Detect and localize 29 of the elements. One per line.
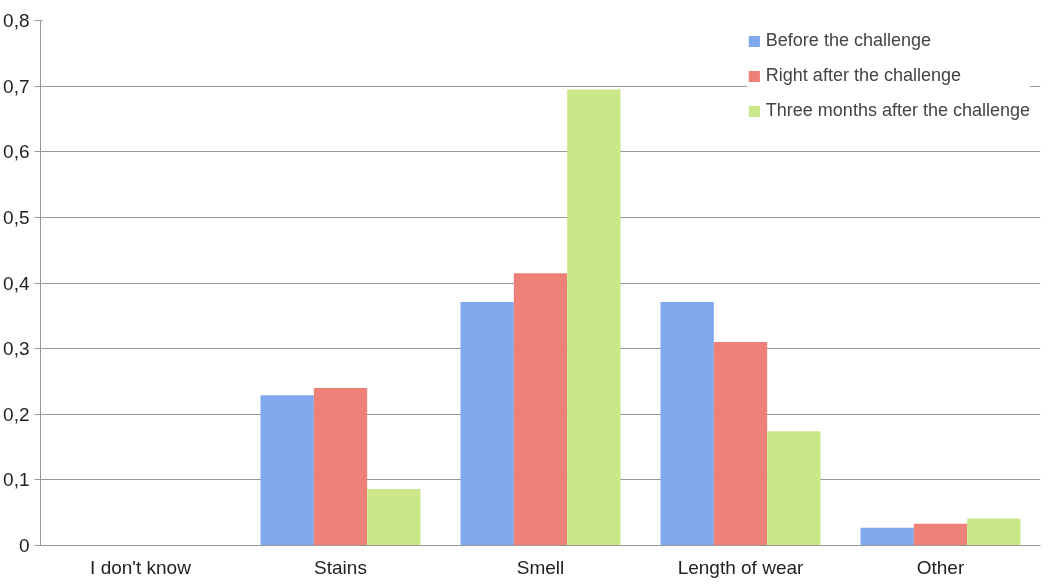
y-tick-label: 0,2 (3, 403, 30, 425)
bar (660, 302, 714, 546)
y-tick-label: 0,4 (3, 272, 30, 294)
x-tick-label: Length of wear (677, 556, 805, 578)
x-tick-label: Stains (314, 556, 367, 578)
bar (460, 302, 514, 546)
bar (967, 518, 1021, 546)
legend-label: Before the challenge (765, 30, 931, 51)
bar (513, 273, 568, 546)
y-tick-label: 0,3 (3, 338, 30, 360)
x-tick-label: Smell (516, 556, 565, 578)
y-tick-label: 0,5 (3, 206, 30, 228)
y-tick-label: 0,1 (3, 469, 30, 491)
bar (913, 523, 968, 546)
y-tick-label: 0,8 (3, 10, 30, 31)
y-tick-label: 0,7 (3, 75, 30, 97)
bar (767, 431, 821, 546)
y-tick-label: 0 (18, 535, 30, 556)
bar (567, 89, 621, 546)
bar (367, 489, 421, 546)
x-tick-label: I don't know (90, 556, 192, 578)
bar (860, 527, 914, 546)
bar (313, 388, 368, 546)
x-tick-label: Other (916, 556, 965, 578)
bar (260, 395, 314, 546)
y-tick-label: 0,6 (3, 141, 30, 163)
legend-label: Right after the challenge (765, 65, 961, 86)
legend-label: Three months after the challenge (765, 100, 1030, 121)
bar (713, 342, 768, 546)
